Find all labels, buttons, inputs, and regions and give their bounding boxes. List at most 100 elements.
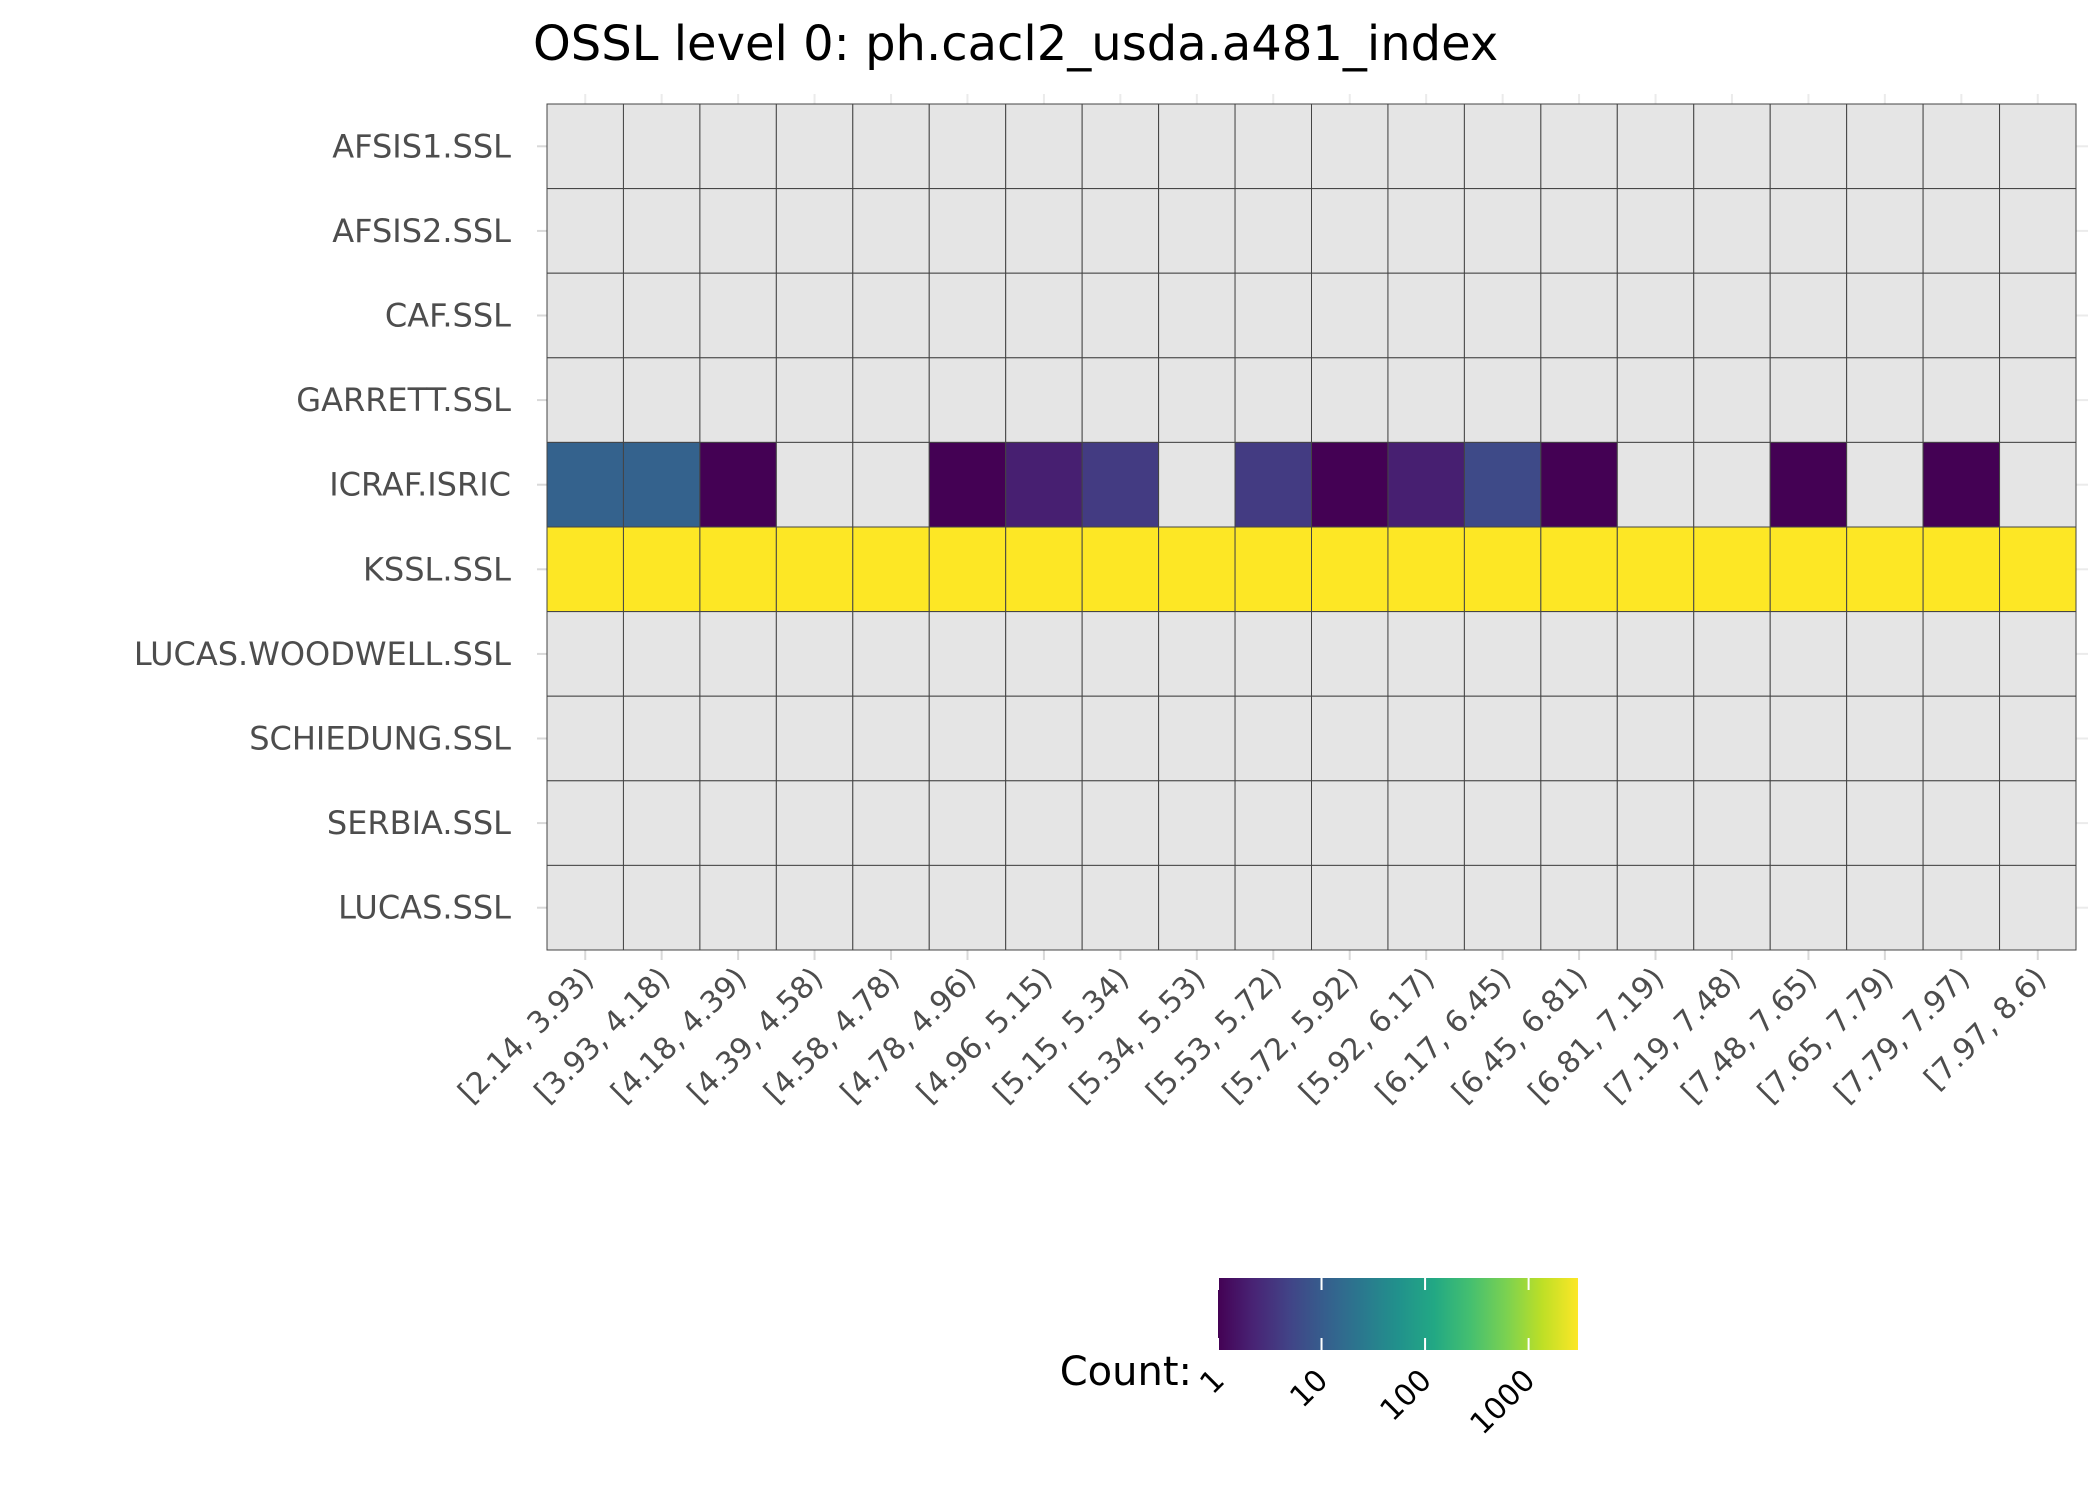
- heatmap-cell: [775, 780, 854, 866]
- heatmap-cell: [1234, 864, 1313, 951]
- heatmap-cell: [1005, 611, 1083, 697]
- panel-grid: [537, 94, 2088, 960]
- heatmap-cell: [1234, 611, 1313, 697]
- heatmap-cell: [1387, 357, 1465, 443]
- heatmap-cell: [1922, 103, 2001, 190]
- heatmap-cell: [775, 526, 854, 613]
- heatmap-cell: [1463, 103, 1542, 190]
- heatmap-cell: [1311, 611, 1389, 697]
- heatmap-cell: [852, 103, 930, 190]
- legend-title: Count:: [1060, 1349, 1192, 1395]
- heatmap-cell: [546, 695, 624, 782]
- heatmap-cell: [622, 695, 701, 782]
- heatmap-cell: [1540, 695, 1618, 782]
- heatmap-cell: [1846, 526, 1924, 613]
- heatmap-cell: [1999, 864, 2077, 951]
- heatmap-cell: [1922, 441, 2001, 528]
- heatmap-cell: [1005, 780, 1083, 866]
- heatmap-cell: [1081, 864, 1160, 951]
- heatmap-cell: [699, 780, 777, 866]
- y-tick-label: SERBIA.SSL: [327, 804, 511, 842]
- heatmap-cell: [1999, 611, 2077, 697]
- legend-tick-label: 1: [1193, 1363, 1231, 1401]
- heatmap-cell: [699, 357, 777, 443]
- heatmap-cell: [1999, 188, 2077, 274]
- heatmap-cell: [622, 526, 701, 613]
- heatmap-cell: [1999, 695, 2077, 782]
- heatmap-cell: [1081, 441, 1160, 528]
- heatmap-cell: [1846, 611, 1924, 697]
- heatmap-cell: [1234, 441, 1313, 528]
- y-tick-label: LUCAS.WOODWELL.SSL: [134, 635, 511, 673]
- heatmap-cell: [1540, 864, 1618, 951]
- heatmap-cell: [1387, 695, 1465, 782]
- heatmap-cell: [1081, 695, 1160, 782]
- heatmap-cell: [928, 188, 1007, 274]
- heatmap-cell: [1158, 695, 1236, 782]
- heatmap-cell: [775, 611, 854, 697]
- heatmap-cell: [1693, 780, 1771, 866]
- heatmap-cell: [1311, 357, 1389, 443]
- y-tick-label: GARRETT.SSL: [296, 381, 511, 419]
- heatmap-cell: [1616, 103, 1695, 190]
- heatmap-cell: [1846, 272, 1924, 359]
- y-tick-label: CAF.SSL: [385, 297, 511, 335]
- heatmap-cell: [1693, 357, 1771, 443]
- heatmap-cell: [1616, 272, 1695, 359]
- heatmap-cell: [1769, 441, 1848, 528]
- heatmap-cell: [622, 441, 701, 528]
- heatmap-cell: [1769, 526, 1848, 613]
- heatmap-cell: [928, 695, 1007, 782]
- y-tick-label: AFSIS1.SSL: [332, 127, 511, 165]
- heatmap-cell: [1005, 272, 1083, 359]
- heatmap-cell: [1922, 526, 2001, 613]
- heatmap-cell: [1387, 864, 1465, 951]
- heatmap-cell: [852, 611, 930, 697]
- heatmap-cell: [1311, 864, 1389, 951]
- heatmap-cell: [928, 611, 1007, 697]
- heatmap-cell: [1234, 103, 1313, 190]
- heatmap-cell: [1158, 526, 1236, 613]
- y-tick-label: KSSL.SSL: [363, 550, 511, 588]
- heatmap-cell: [699, 611, 777, 697]
- heatmap-cell: [1540, 272, 1618, 359]
- heatmap-cell: [1005, 441, 1083, 528]
- heatmap-cell: [1311, 441, 1389, 528]
- heatmap-cell: [622, 272, 701, 359]
- heatmap-cell: [1387, 103, 1465, 190]
- heatmap-cell: [1846, 188, 1924, 274]
- heatmap-cell: [1769, 272, 1848, 359]
- heatmap-cell: [1846, 780, 1924, 866]
- heatmap-cell: [1999, 526, 2077, 613]
- heatmap-cell: [1081, 272, 1160, 359]
- heatmap-cell: [1846, 103, 1924, 190]
- heatmap-cell: [1540, 780, 1618, 866]
- heatmap-cell: [928, 526, 1007, 613]
- heatmap-cell: [1846, 864, 1924, 951]
- color-legend: Count: 1 10 100 1000: [1060, 1278, 1578, 1442]
- y-tick-label: LUCAS.SSL: [338, 889, 511, 927]
- heatmap-cell: [546, 611, 624, 697]
- heatmap-cell: [546, 272, 624, 359]
- heatmap-cell: [1387, 441, 1465, 528]
- heatmap-cell: [1463, 357, 1542, 443]
- heatmap-cell: [1693, 611, 1771, 697]
- heatmap-cell: [546, 357, 624, 443]
- heatmap-cell: [852, 526, 930, 613]
- heatmap-cell: [622, 611, 701, 697]
- heatmap-cell: [1769, 864, 1848, 951]
- heatmap-cell: [1311, 272, 1389, 359]
- heatmap-cell: [1234, 357, 1313, 443]
- heatmap-cell: [1158, 188, 1236, 274]
- heatmap-cell: [1463, 780, 1542, 866]
- heatmap-cell: [1616, 611, 1695, 697]
- heatmap-cell: [1616, 441, 1695, 528]
- heatmap-cell: [1158, 272, 1236, 359]
- heatmap-cell: [1922, 695, 2001, 782]
- heatmap-cell: [622, 103, 701, 190]
- heatmap-cell: [1158, 780, 1236, 866]
- heatmap-cell: [546, 526, 624, 613]
- heatmap-cell: [699, 695, 777, 782]
- heatmap-cells: [546, 103, 2077, 951]
- heatmap-cell: [622, 188, 701, 274]
